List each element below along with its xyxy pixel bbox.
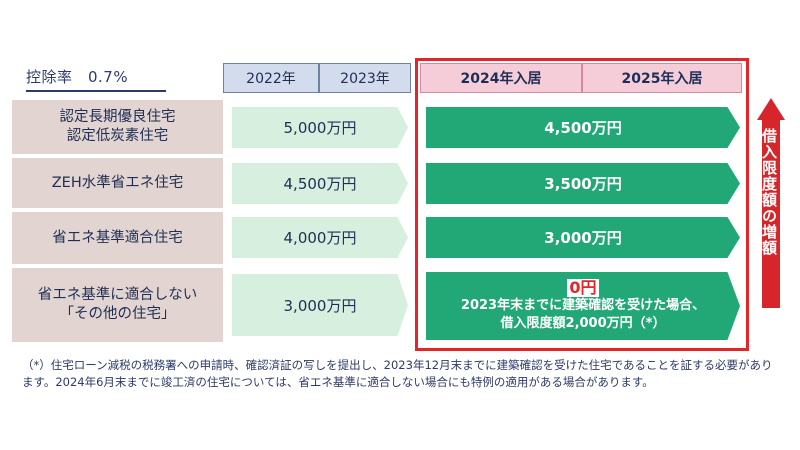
increase-arrow-icon bbox=[757, 98, 785, 120]
limit-old-row-3: 4,000万円 bbox=[232, 217, 408, 258]
year-header-2023: 2023年 bbox=[319, 63, 411, 93]
row-label-zeh: ZEH水準省エネ住宅 bbox=[12, 158, 223, 208]
limit-old-row-1: 5,000万円 bbox=[232, 107, 408, 148]
limit-old-row-2: 4,500万円 bbox=[232, 163, 408, 204]
zero-yen-value: 0円 bbox=[567, 278, 599, 297]
row-label-other-housing: 省エネ基準に適合しない 「その他の住宅」 bbox=[12, 268, 223, 342]
row-label-certified-long-term: 認定長期優良住宅 認定低炭素住宅 bbox=[12, 100, 223, 154]
limit-new-row-3: 3,000万円 bbox=[426, 217, 740, 258]
limit-new-row-4: 0円 2023年末までに建築確認を受けた場合、 借入限度額2,000万円（*） bbox=[426, 272, 740, 340]
limit-new-row-1: 4,500万円 bbox=[426, 107, 740, 148]
row-label-energy-standard: 省エネ基準適合住宅 bbox=[12, 212, 223, 264]
year-header-2022: 2022年 bbox=[223, 63, 319, 93]
exception-note-line-1: 2023年末までに建築確認を受けた場合、 bbox=[460, 298, 706, 313]
limit-old-row-4: 3,000万円 bbox=[232, 274, 408, 336]
year-header-2025: 2025年入居 bbox=[582, 63, 742, 93]
limit-new-row-2: 3,500万円 bbox=[426, 163, 740, 204]
side-label-limit-increase: 借入限度額の増額 bbox=[760, 128, 778, 256]
footnote: （*）住宅ローン減税の税務署への申請時、確認済証の写しを提出し、2023年12月… bbox=[22, 358, 773, 389]
deduction-rate: 控除率 0.7% bbox=[26, 66, 166, 92]
year-header-2024: 2024年入居 bbox=[420, 63, 582, 93]
exception-note-line-2: 借入限度額2,000万円（*） bbox=[500, 316, 666, 331]
increase-arrow-shaft bbox=[762, 119, 780, 308]
